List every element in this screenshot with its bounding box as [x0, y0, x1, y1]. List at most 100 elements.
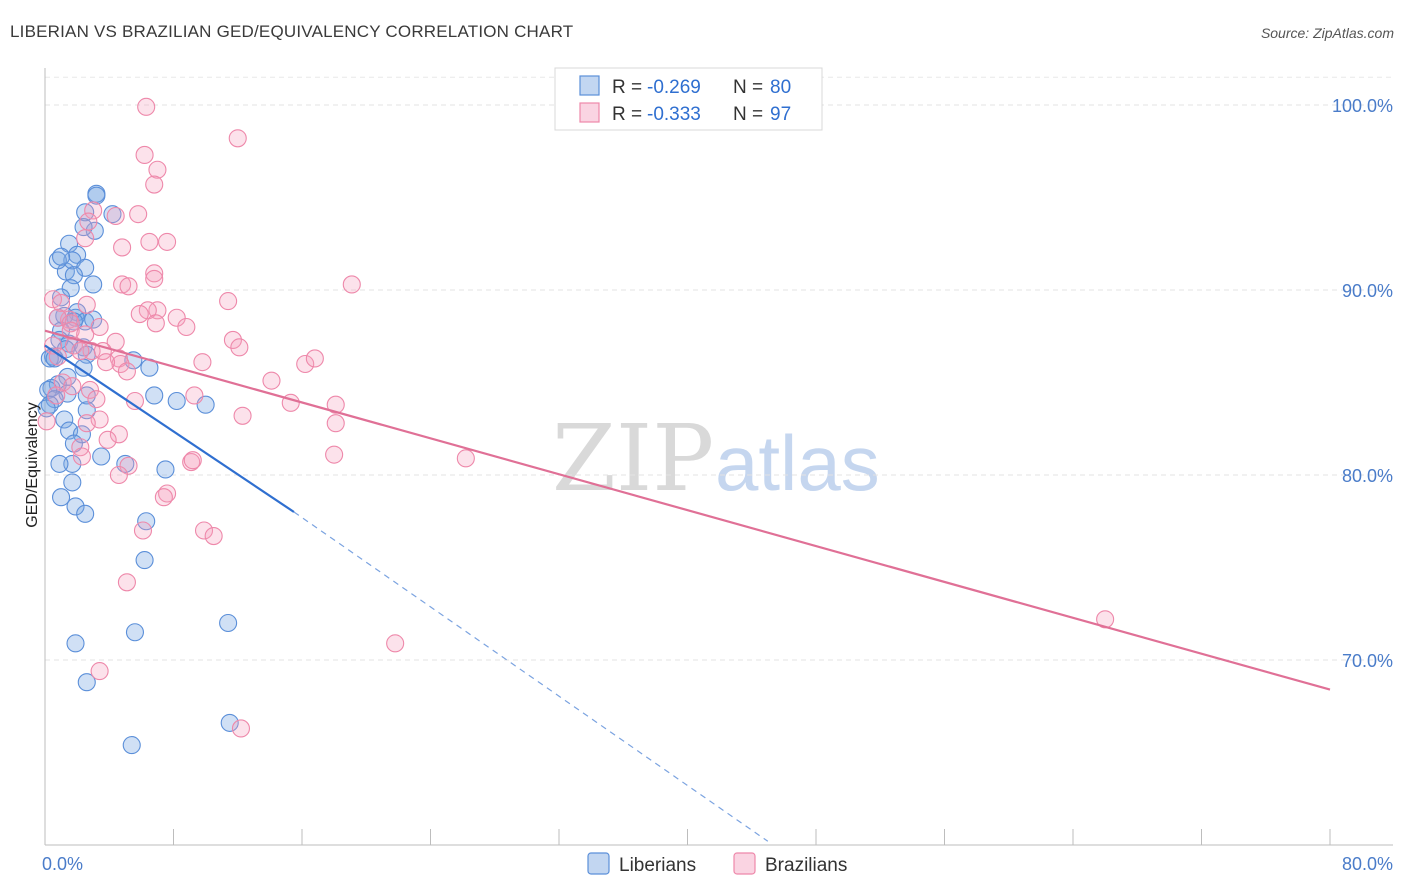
stats-n-label: N = [733, 77, 763, 98]
brazilian-point [37, 412, 56, 431]
brazilian-point [146, 314, 165, 333]
chart-title: LIBERIAN VS BRAZILIAN GED/EQUIVALENCY CO… [10, 22, 574, 41]
liberian-point [85, 221, 104, 240]
liberian-point [66, 634, 85, 653]
brazilian-point [90, 662, 109, 681]
brazilian-point [167, 308, 186, 327]
brazilian-point [109, 465, 128, 485]
liberian-point [87, 186, 106, 205]
brazilian-point [219, 292, 238, 311]
stats-r-value: -0.333 [647, 104, 701, 125]
liberian-point [122, 736, 141, 755]
x-tick-label-min: 0.0% [42, 854, 83, 874]
brazilian-point [228, 129, 247, 148]
liberian-point [116, 454, 135, 473]
brazilian-point [63, 377, 82, 396]
brazilian-point [230, 338, 249, 357]
brazilian-point [145, 175, 164, 194]
liberian-point [76, 258, 95, 277]
liberian-point [167, 391, 186, 411]
brazilian-point [130, 304, 149, 324]
legend-label-brazilians: Brazilians [765, 855, 847, 876]
liberian-point [50, 454, 69, 473]
brazilian-point [98, 430, 117, 449]
brazilian-point [111, 354, 130, 374]
brazilian-point [117, 573, 136, 592]
legend-swatch-brazilians [733, 852, 756, 875]
brazilian-point [326, 395, 345, 414]
brazilian-point [109, 425, 128, 444]
stats-n-value: 97 [770, 104, 791, 125]
brazilian-point [185, 386, 204, 405]
gridlines [45, 76, 1393, 661]
liberian-point [103, 205, 122, 224]
brazilian-point [119, 456, 138, 475]
stats-legend-swatch-liberians [579, 75, 600, 96]
liberian-point [77, 673, 96, 692]
brazilian-point [113, 238, 132, 257]
liberian-point [37, 399, 56, 418]
brazilian-point [76, 229, 95, 248]
liberian-point [63, 454, 82, 473]
brazilian-point [193, 353, 212, 372]
brazilian-point [52, 293, 71, 313]
brazilian-point [325, 445, 344, 464]
liberian-point [76, 504, 95, 523]
series-legend: Liberians Brazilians [587, 852, 847, 876]
brazilian-point [90, 317, 109, 337]
brazilian-point [305, 349, 324, 368]
y-axis-label: GED/Equivalency [24, 402, 41, 527]
axes [44, 68, 1393, 846]
brazilian-point [342, 275, 361, 294]
liberian-point [52, 247, 71, 266]
liberian-point [68, 245, 87, 264]
liberian-point [92, 447, 111, 466]
legend-swatch-liberians [587, 852, 610, 875]
brazilian-point [223, 330, 242, 350]
brazilian-point [326, 414, 345, 433]
stats-r-label: R = [612, 77, 642, 98]
brazilian-point [87, 390, 106, 409]
brazilian-point [77, 414, 96, 433]
brazilian-point [96, 353, 116, 372]
liberian-point [219, 613, 238, 633]
stats-legend-swatch-brazilians [579, 102, 600, 123]
brazilian-point [71, 341, 90, 361]
brazilian-point [47, 386, 66, 405]
stats-n-label: N = [733, 104, 763, 125]
brazilian-point [140, 232, 159, 251]
brazilian-point [296, 354, 315, 374]
liberian-point [77, 386, 96, 405]
legend-label-liberians: Liberians [619, 855, 696, 876]
stats-legend: R = -0.269 N = 80 R = -0.333 N = 97 [554, 67, 823, 131]
brazilian-point [106, 206, 125, 226]
liberian-point [135, 551, 154, 570]
series-brazilians [37, 97, 1115, 738]
brazilian-point [129, 205, 148, 224]
y-tick-label: 80.0% [1342, 466, 1393, 486]
brazilian-point [386, 634, 405, 653]
brazilian-point [145, 269, 164, 288]
y-tick-label: 90.0% [1342, 281, 1393, 301]
liberian-point [61, 279, 80, 298]
brazilian-point [231, 719, 251, 738]
brazilian-point [177, 317, 196, 337]
brazilian-point [135, 145, 154, 164]
brazilian-point [148, 160, 167, 179]
brazilian-point [133, 521, 153, 540]
liberian-point [52, 488, 71, 507]
brazilian-point [117, 362, 136, 381]
brazilian-point [154, 488, 173, 507]
liberian-point [55, 410, 74, 429]
liberian-trend-extension [293, 511, 769, 842]
stats-r-label: R = [612, 104, 642, 125]
liberian-point [66, 497, 85, 516]
watermark-atlas: atlas [715, 419, 880, 507]
liberian-trend-line [44, 344, 295, 513]
brazilian-point [119, 277, 138, 296]
liberian-point [63, 473, 82, 492]
liberian-point [156, 460, 175, 479]
brazilian-point [137, 97, 156, 116]
x-tick-label-max: 80.0% [1342, 854, 1393, 874]
